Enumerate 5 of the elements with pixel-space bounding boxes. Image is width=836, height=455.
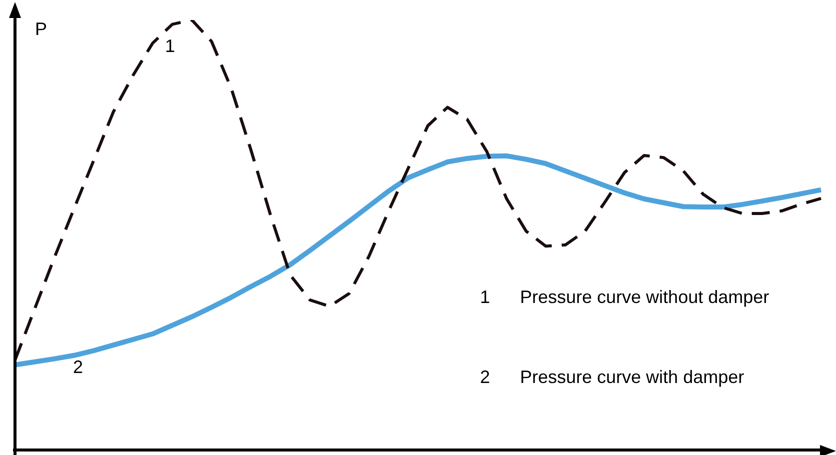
- annotation: 1 Pressure curve without damper: [480, 286, 770, 307]
- annotation: 2 Pressure curve with damper: [480, 366, 744, 387]
- y-axis-title: P: [35, 18, 48, 39]
- annotation: 2: [72, 356, 84, 377]
- annotation: 1: [164, 36, 176, 56]
